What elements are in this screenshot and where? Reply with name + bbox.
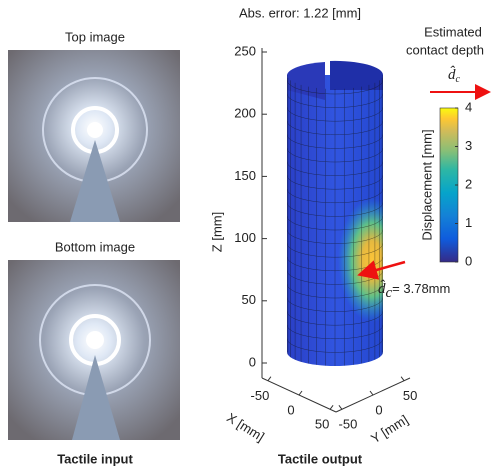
colorbar-tick-label: 2 bbox=[465, 176, 472, 191]
mesh-line bbox=[287, 324, 383, 340]
mesh-line bbox=[287, 229, 383, 244]
mesh-line bbox=[287, 93, 383, 108]
cylinder-surface bbox=[287, 60, 384, 366]
x-tick bbox=[267, 376, 272, 382]
y-tick bbox=[400, 376, 405, 382]
bottom-caption: Bottom image bbox=[55, 239, 135, 254]
symbol: d̂ bbox=[448, 66, 456, 83]
top-photo bbox=[8, 50, 180, 222]
y-tick-label: -50 bbox=[339, 417, 358, 432]
mesh-line bbox=[287, 297, 383, 312]
legend-line1: Estimated bbox=[424, 24, 482, 39]
y-tick bbox=[338, 404, 343, 410]
right-caption: Tactile output bbox=[278, 451, 363, 466]
colorbar-label: Displacement [mm] bbox=[419, 129, 434, 240]
legend-symbol: d̂c bbox=[448, 66, 461, 85]
legend-line2: contact depth bbox=[406, 42, 484, 57]
left-caption: Tactile input bbox=[57, 451, 133, 466]
annotation: d̂c= 3.78mm bbox=[378, 280, 450, 301]
mesh-line bbox=[287, 120, 383, 136]
mesh-line bbox=[287, 311, 383, 326]
colorbar-tick-label: 4 bbox=[465, 99, 472, 114]
annotation-value: = 3.78mm bbox=[392, 281, 450, 296]
plot-title: Abs. error: 1.22 [mm] bbox=[239, 5, 361, 20]
z-tick-label: 250 bbox=[234, 43, 256, 58]
colorbar-tick-label: 3 bbox=[465, 138, 472, 153]
colorbar-tick-label: 0 bbox=[465, 253, 472, 268]
z-tick-label: 150 bbox=[234, 168, 256, 183]
x-label: X [mm] bbox=[224, 410, 267, 445]
mesh-line bbox=[287, 188, 383, 204]
z-tick-label: 50 bbox=[242, 292, 256, 307]
y-tick-label: 0 bbox=[375, 402, 382, 417]
mesh-line bbox=[287, 243, 383, 258]
y-tick-label: 50 bbox=[403, 388, 417, 403]
z-tick-label: 200 bbox=[234, 106, 256, 121]
mesh-line bbox=[287, 147, 383, 163]
symbol-sub: c bbox=[386, 285, 393, 301]
mesh-line bbox=[287, 79, 383, 95]
annotation-arrow bbox=[357, 260, 406, 280]
colorbar-tick-label: 1 bbox=[465, 215, 472, 230]
mesh-line bbox=[287, 338, 383, 353]
z-tick-label: 100 bbox=[234, 230, 256, 245]
bottom-photo bbox=[8, 260, 180, 440]
mesh-line bbox=[287, 161, 383, 176]
symbol: d̂ bbox=[378, 280, 386, 297]
mesh-line bbox=[287, 175, 383, 190]
x-tick-label: 50 bbox=[315, 417, 329, 432]
symbol-sub: c bbox=[456, 74, 461, 85]
x-tick-label: -50 bbox=[251, 388, 270, 403]
x-tick bbox=[298, 390, 303, 396]
y-tick bbox=[369, 390, 374, 396]
x-tick-label: 0 bbox=[287, 402, 294, 417]
z-label: Z [mm] bbox=[209, 212, 224, 252]
mesh-line bbox=[287, 202, 383, 217]
x-tick bbox=[329, 404, 334, 410]
z-tick-label: 0 bbox=[249, 354, 256, 369]
top-caption: Top image bbox=[65, 29, 125, 44]
mesh-line bbox=[287, 134, 383, 149]
mesh-line bbox=[287, 283, 383, 299]
mesh-line bbox=[287, 215, 383, 231]
mesh-line bbox=[287, 107, 383, 122]
